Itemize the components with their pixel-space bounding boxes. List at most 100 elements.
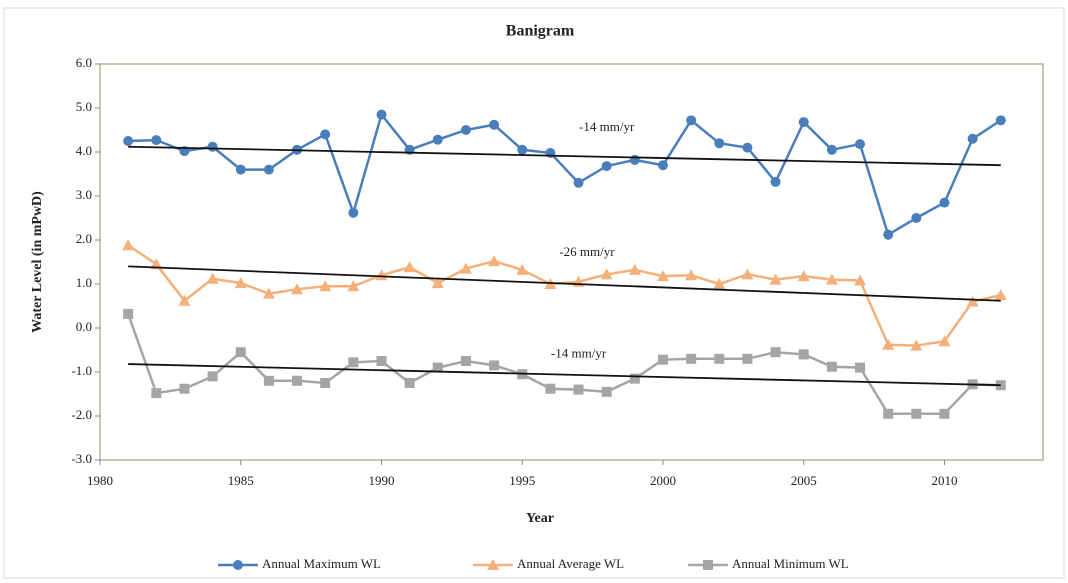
- legend-label: Annual Average WL: [517, 556, 624, 571]
- y-tick-label: 1.0: [76, 275, 92, 290]
- y-tick-label: 2.0: [76, 231, 92, 246]
- marker: [714, 138, 725, 149]
- marker: [263, 375, 274, 386]
- marker: [487, 559, 499, 570]
- marker: [628, 263, 641, 275]
- y-tick-label: -3.0: [71, 451, 92, 466]
- marker: [854, 274, 867, 286]
- marker: [262, 287, 275, 299]
- marker: [545, 383, 556, 394]
- marker: [770, 176, 781, 187]
- chart-border: [3, 7, 1065, 579]
- marker: [431, 277, 444, 289]
- marker: [994, 289, 1007, 300]
- marker: [686, 353, 697, 364]
- marker: [770, 347, 781, 358]
- marker: [291, 283, 304, 295]
- y-axis-label: Water Level (in mPwD): [30, 191, 45, 333]
- x-tick-label: 2010: [931, 473, 957, 488]
- marker: [629, 373, 640, 384]
- marker: [685, 269, 698, 281]
- y-tick-label: 6.0: [76, 55, 92, 70]
- marker: [601, 386, 612, 397]
- marker: [376, 356, 387, 366]
- marker: [151, 388, 162, 399]
- trend-label: -26 mm/yr: [559, 244, 615, 259]
- marker: [404, 378, 415, 388]
- marker: [460, 356, 471, 366]
- marker: [489, 119, 500, 130]
- marker: [573, 384, 584, 395]
- marker: [601, 161, 612, 172]
- plot-area: [99, 63, 1044, 461]
- marker: [178, 294, 191, 306]
- marker: [882, 338, 895, 350]
- marker: [459, 262, 472, 274]
- marker: [826, 144, 837, 155]
- marker: [713, 278, 726, 289]
- y-tick-label: 3.0: [76, 187, 92, 202]
- marker: [207, 141, 218, 152]
- trend-label: -14 mm/yr: [579, 119, 635, 134]
- marker: [179, 383, 190, 394]
- marker: [939, 197, 950, 208]
- marker: [489, 360, 500, 371]
- marker: [122, 239, 135, 251]
- trend-line: [128, 265, 1001, 302]
- x-tick-label: 1990: [368, 473, 394, 488]
- marker: [769, 273, 782, 285]
- trend-line: [128, 145, 1001, 167]
- marker: [320, 129, 331, 140]
- marker: [488, 255, 501, 267]
- marker: [825, 273, 838, 285]
- marker: [657, 160, 668, 171]
- x-tick-label: 2000: [650, 473, 676, 488]
- legend-label: Annual Minimum WL: [732, 556, 849, 571]
- marker: [123, 136, 134, 146]
- marker: [573, 177, 584, 188]
- marker: [967, 133, 978, 144]
- marker: [797, 270, 810, 282]
- marker: [966, 295, 979, 307]
- y-tick-label: 4.0: [76, 143, 92, 158]
- marker: [826, 361, 837, 372]
- marker: [686, 115, 697, 126]
- marker: [123, 308, 134, 319]
- marker: [883, 229, 894, 240]
- marker: [432, 362, 443, 373]
- marker: [938, 335, 951, 347]
- y-tick-label: -1.0: [71, 363, 92, 378]
- marker: [235, 164, 246, 175]
- marker: [235, 347, 246, 358]
- marker: [233, 560, 243, 570]
- marker: [883, 408, 894, 419]
- marker: [855, 139, 866, 150]
- x-tick-label: 1980: [87, 473, 113, 488]
- marker: [292, 375, 303, 386]
- marker: [742, 353, 753, 364]
- marker: [798, 349, 809, 360]
- marker: [348, 357, 359, 368]
- marker: [517, 144, 528, 155]
- marker: [600, 268, 613, 280]
- marker: [207, 371, 218, 382]
- marker: [995, 115, 1006, 126]
- marker: [375, 269, 388, 281]
- trend-line: [128, 363, 1001, 387]
- marker: [460, 125, 471, 135]
- marker: [939, 408, 950, 419]
- marker: [320, 378, 331, 388]
- marker: [910, 339, 923, 351]
- marker: [657, 354, 668, 365]
- marker: [855, 362, 866, 373]
- x-tick-label: 2005: [791, 473, 817, 488]
- chart-title: Banigram: [506, 23, 575, 40]
- y-tick-label: 5.0: [76, 99, 92, 114]
- marker: [206, 272, 219, 284]
- marker: [742, 142, 753, 153]
- marker: [150, 258, 163, 270]
- marker: [376, 109, 387, 120]
- marker: [714, 353, 725, 364]
